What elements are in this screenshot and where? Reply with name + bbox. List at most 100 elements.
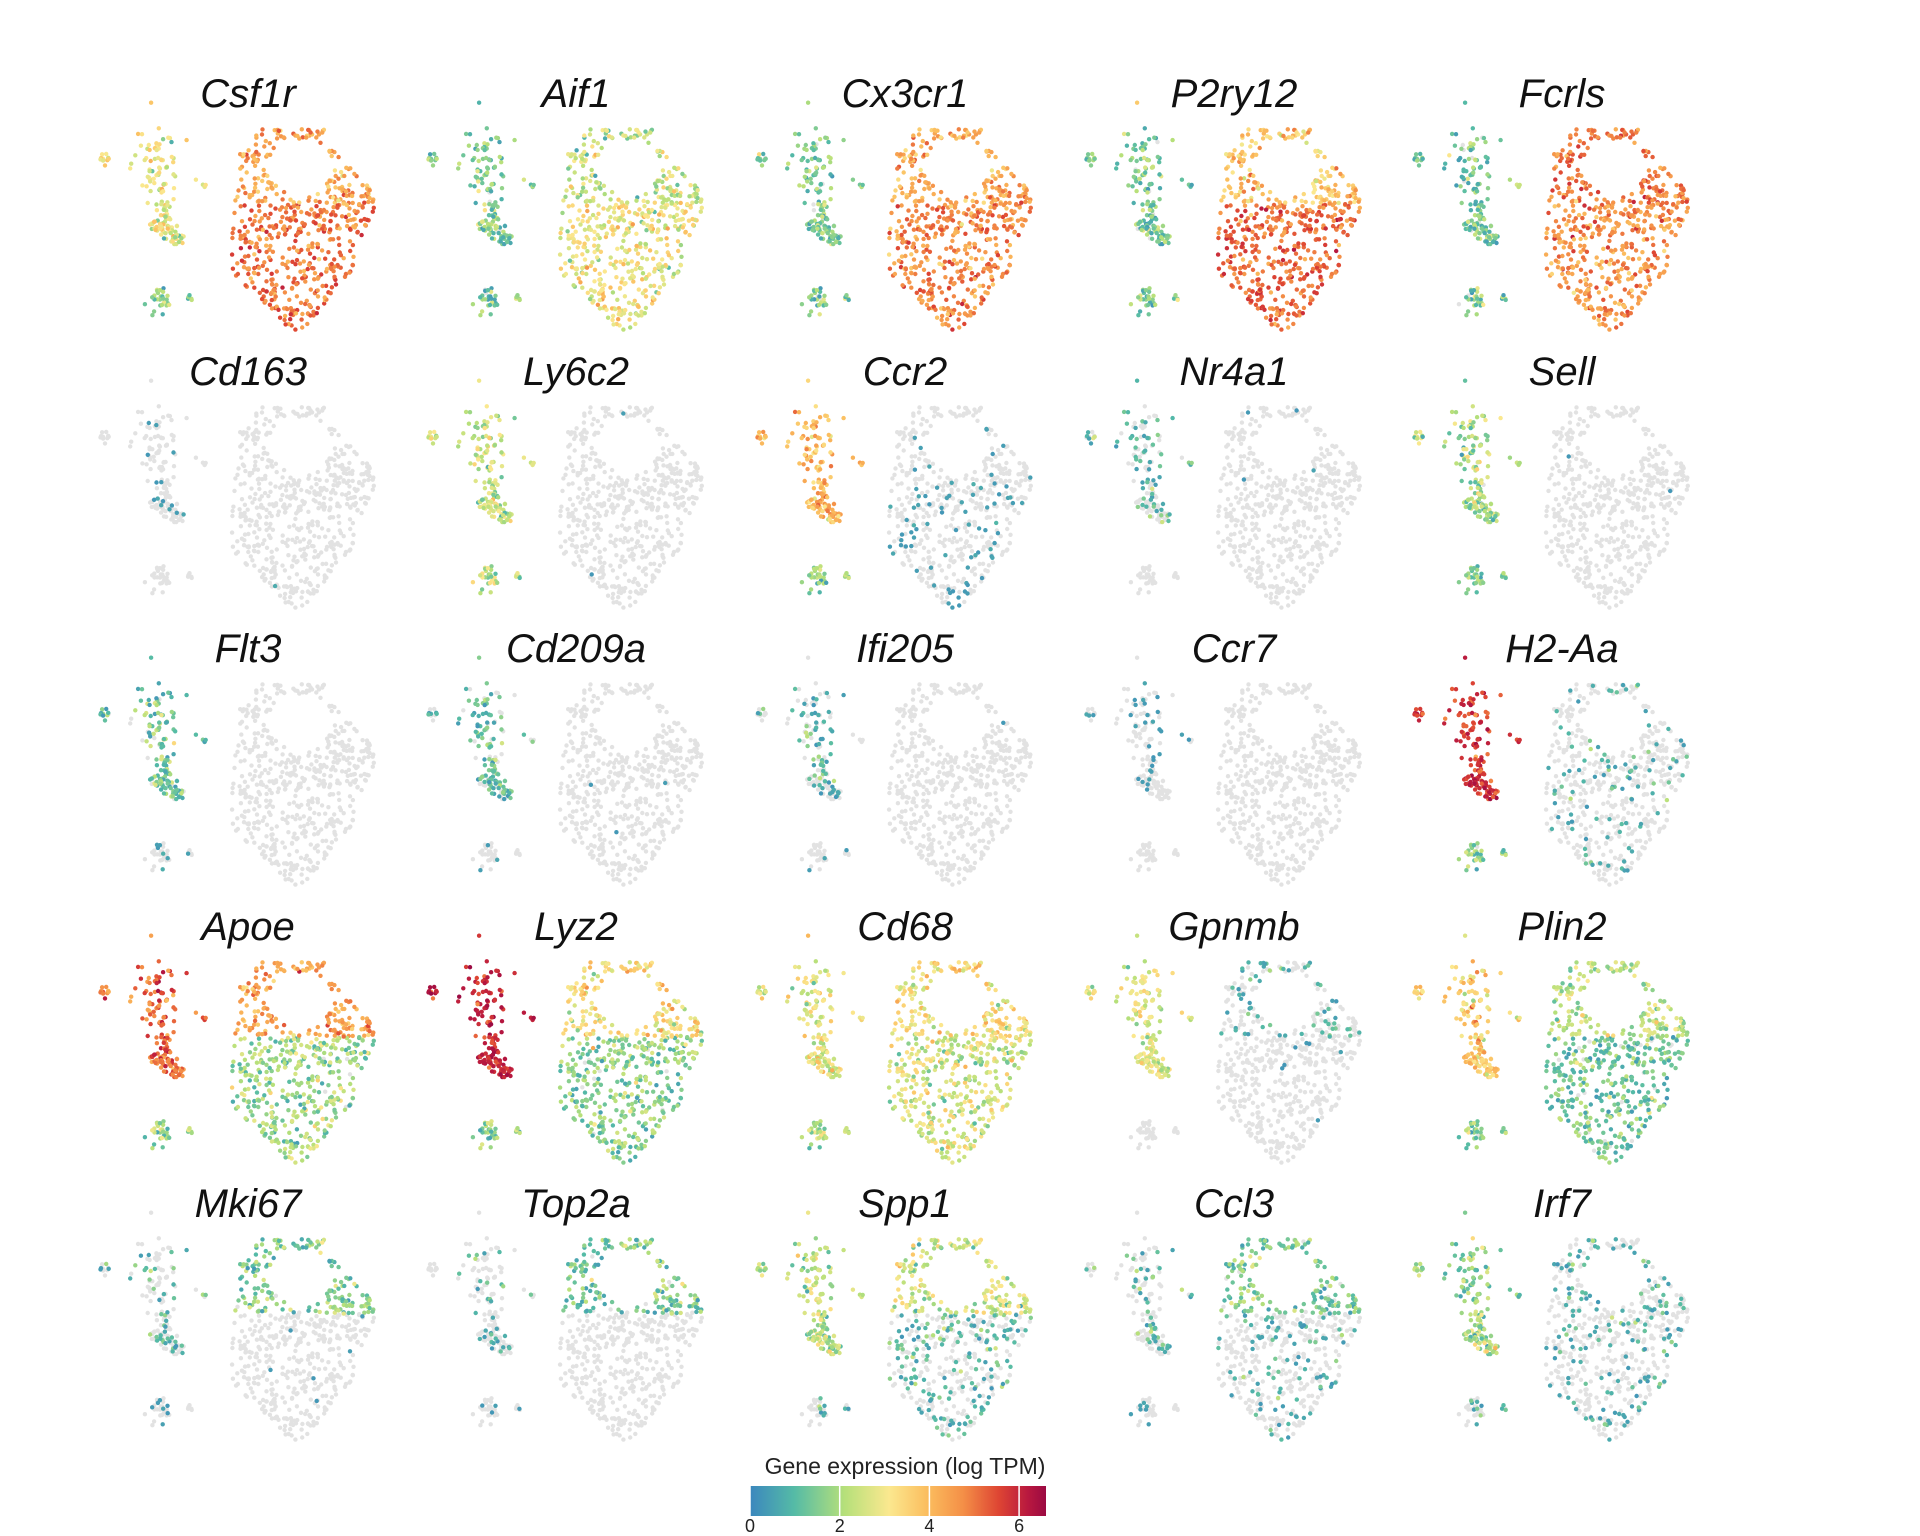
cell-point <box>1473 202 1478 207</box>
cell-point <box>1470 126 1476 131</box>
cell-point <box>147 447 152 452</box>
cell-point <box>675 182 680 188</box>
panel-title: Cd163 <box>189 350 307 394</box>
cell-point <box>605 485 611 490</box>
cell-point <box>285 259 291 264</box>
cell-point <box>622 535 628 541</box>
cell-point <box>926 281 932 287</box>
cell-point <box>252 441 258 446</box>
cell-point <box>952 248 957 253</box>
cell-point <box>629 259 634 264</box>
cell-point <box>888 226 893 231</box>
cell-point <box>266 493 271 499</box>
cell-point <box>1246 178 1251 184</box>
cell-point <box>1287 259 1293 264</box>
cell-point <box>338 253 344 258</box>
cell-point <box>909 218 914 224</box>
cell-point <box>289 563 295 569</box>
cell-point <box>613 265 618 271</box>
cell-point <box>229 530 235 535</box>
cell-point <box>585 219 590 224</box>
cell-point <box>295 509 301 514</box>
cell-point <box>293 540 298 545</box>
cell-point <box>270 186 275 191</box>
cell-point <box>596 211 601 216</box>
cell-point <box>826 139 831 145</box>
cell-point <box>980 256 985 261</box>
cell-point <box>1477 231 1482 236</box>
cell-point <box>476 158 481 164</box>
cell-point <box>1672 218 1678 223</box>
cell-point <box>1481 135 1487 141</box>
cell-point <box>1309 256 1314 261</box>
cell-point <box>922 173 927 178</box>
cell-point <box>1585 225 1591 231</box>
cell-point <box>640 549 646 554</box>
cell-point <box>796 132 802 137</box>
cell-point <box>644 228 649 233</box>
cell-point <box>281 135 286 140</box>
cell-point <box>355 487 360 492</box>
cell-point <box>630 500 635 505</box>
cell-point <box>1246 227 1252 232</box>
cell-point <box>246 271 251 277</box>
cell-point <box>473 200 478 206</box>
cell-point <box>344 443 349 448</box>
cell-point <box>640 271 646 276</box>
cell-point <box>168 217 173 222</box>
cell-point <box>1170 137 1175 143</box>
cell-point <box>660 274 665 279</box>
cell-point <box>277 593 283 598</box>
cell-point <box>585 497 590 502</box>
cell-point <box>939 317 944 323</box>
cell-point <box>297 261 303 266</box>
cell-point <box>336 454 341 459</box>
cell-point <box>326 250 331 255</box>
cell-point <box>278 219 284 224</box>
cell-point <box>1642 265 1648 270</box>
cell-point <box>159 435 164 441</box>
cell-point <box>1292 262 1298 267</box>
cell-point <box>157 448 162 453</box>
cell-point <box>170 239 175 244</box>
cell-point <box>1482 217 1487 222</box>
cell-point <box>1252 215 1257 221</box>
cell-point <box>1646 274 1651 279</box>
cell-point <box>288 595 293 600</box>
cell-point <box>1609 133 1614 139</box>
cell-point <box>567 455 572 460</box>
cell-point <box>106 434 111 439</box>
cell-point <box>601 206 606 211</box>
cell-point <box>271 565 277 570</box>
cell-point <box>1566 271 1571 276</box>
cell-point <box>1257 287 1263 292</box>
cell-point <box>306 231 311 236</box>
cell-point <box>645 199 650 205</box>
cell-point <box>249 518 254 523</box>
cell-point <box>1418 151 1423 157</box>
cell-point <box>809 180 814 186</box>
cell-point <box>230 230 235 236</box>
cell-point <box>1154 230 1159 236</box>
cell-point <box>273 183 279 188</box>
cell-point <box>261 445 266 451</box>
cell-point <box>928 145 933 151</box>
cell-point <box>304 135 309 140</box>
cell-point <box>627 595 632 600</box>
cell-point <box>242 232 247 238</box>
cell-point <box>1479 226 1484 231</box>
cell-point <box>1179 177 1185 182</box>
cell-point <box>165 202 170 208</box>
cell-point <box>960 301 965 307</box>
cell-point <box>1449 131 1455 137</box>
cell-point <box>291 482 297 487</box>
cell-point <box>615 297 620 302</box>
cell-point <box>142 157 147 163</box>
cell-point <box>574 253 579 259</box>
cell-point <box>1659 218 1665 223</box>
cell-point <box>1281 133 1286 139</box>
cell-point <box>986 261 991 267</box>
panel-title: Aif1 <box>540 72 611 116</box>
cell-point <box>320 283 325 289</box>
cell-point <box>1256 186 1261 191</box>
